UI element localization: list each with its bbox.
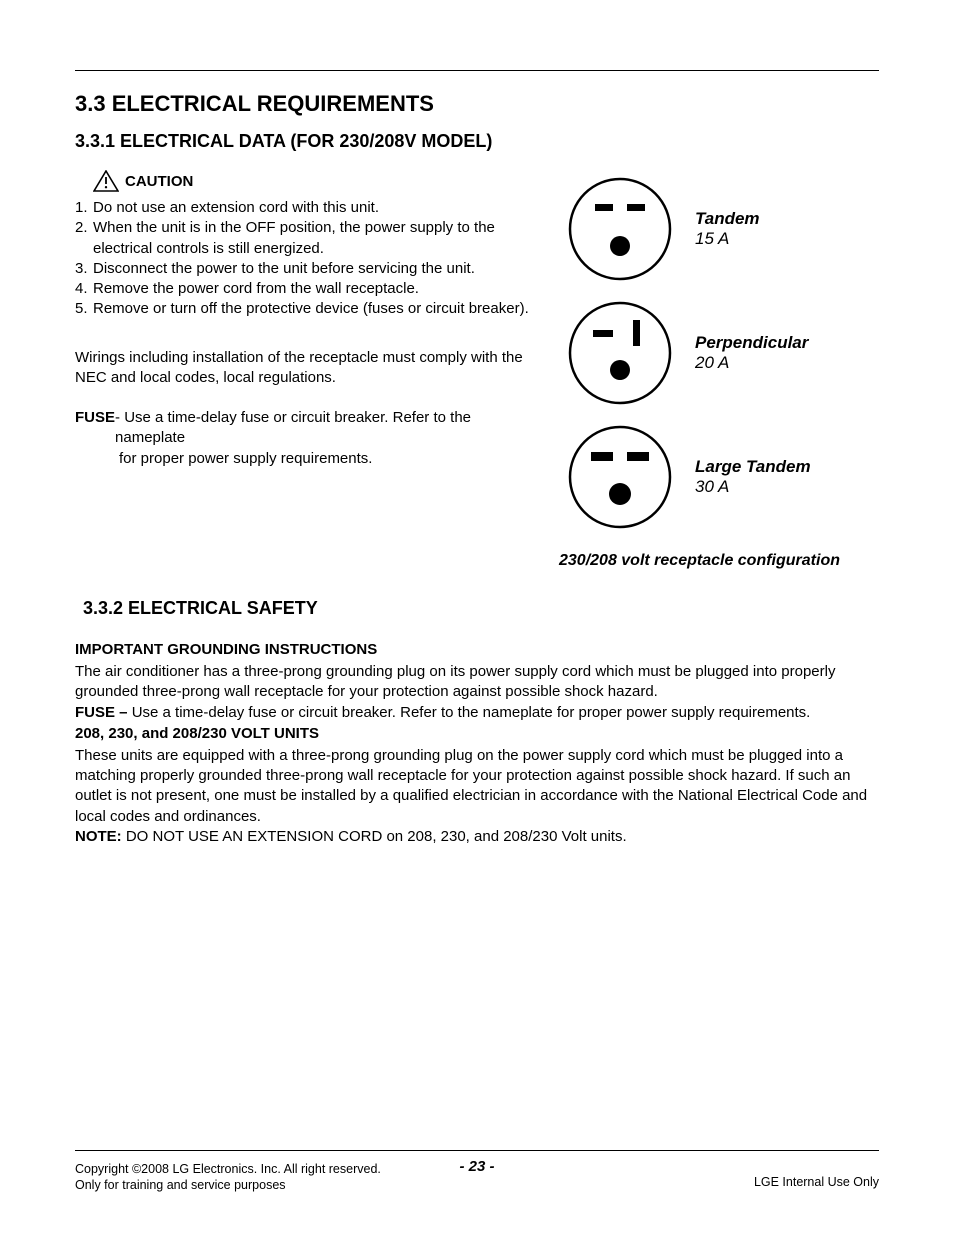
receptacle-icon-perpendicular bbox=[565, 298, 675, 408]
section-3-3-2: 3.3.2 ELECTRICAL SAFETY IMPORTANT GROUND… bbox=[75, 598, 879, 847]
footer-row: Copyright ©2008 LG Electronics. Inc. All… bbox=[75, 1161, 879, 1194]
receptacle-name: Tandem bbox=[695, 209, 760, 229]
list-num: 3. bbox=[75, 259, 93, 279]
receptacle-large-tandem: Large Tandem 30 A bbox=[565, 422, 879, 532]
copyright-line-2: Only for training and service purposes bbox=[75, 1177, 381, 1193]
page-content: 3.3 ELECTRICAL REQUIREMENTS 3.3.1 ELECTR… bbox=[0, 0, 954, 847]
fuse-text-2: for proper power supply requirements. bbox=[119, 449, 372, 469]
fuse-text-1: - Use a time-delay fuse or circuit break… bbox=[115, 408, 545, 449]
footer-right-text: LGE Internal Use Only bbox=[754, 1161, 879, 1189]
page-number: - 23 - bbox=[459, 1158, 494, 1175]
caution-item: 5.Remove or turn off the protective devi… bbox=[75, 299, 545, 319]
receptacle-caption: 230/208 volt receptacle configuration bbox=[559, 552, 879, 570]
footer-copyright: Copyright ©2008 LG Electronics. Inc. All… bbox=[75, 1161, 381, 1194]
receptacle-tandem: Tandem 15 A bbox=[565, 174, 879, 284]
caution-item: 2.When the unit is in the OFF position, … bbox=[75, 218, 545, 259]
caution-item: 1.Do not use an extension cord with this… bbox=[75, 198, 545, 218]
list-num: 4. bbox=[75, 279, 93, 299]
page-footer: Copyright ©2008 LG Electronics. Inc. All… bbox=[75, 1150, 879, 1194]
volt-units-body: These units are equipped with a three-pr… bbox=[75, 746, 879, 827]
list-num: 1. bbox=[75, 198, 93, 218]
right-column: Tandem 15 A Perpendicular 20 A bbox=[565, 170, 879, 570]
top-rule bbox=[75, 70, 879, 71]
caution-label: CAUTION bbox=[125, 173, 193, 190]
heading-3-3-1: 3.3.1 ELECTRICAL DATA (FOR 230/208V MODE… bbox=[75, 131, 879, 152]
caution-item: 3.Disconnect the power to the unit befor… bbox=[75, 259, 545, 279]
receptacle-amps: 15 A bbox=[695, 229, 729, 248]
caution-header: CAUTION bbox=[93, 170, 545, 192]
receptacle-icon-tandem bbox=[565, 174, 675, 284]
receptacle-label: Perpendicular 20 A bbox=[695, 333, 808, 373]
heading-3-3: 3.3 ELECTRICAL REQUIREMENTS bbox=[75, 91, 879, 117]
grounding-title: IMPORTANT GROUNDING INSTRUCTIONS bbox=[75, 641, 879, 658]
caution-icon bbox=[93, 170, 119, 192]
caution-list: 1.Do not use an extension cord with this… bbox=[75, 198, 545, 320]
list-text: Remove the power cord from the wall rece… bbox=[93, 279, 545, 299]
receptacle-name: Large Tandem bbox=[695, 457, 811, 477]
receptacle-label: Tandem 15 A bbox=[695, 209, 760, 249]
fuse-label: FUSE bbox=[75, 408, 115, 449]
receptacle-perpendicular: Perpendicular 20 A bbox=[565, 298, 879, 408]
note-text: DO NOT USE AN EXTENSION CORD on 208, 230… bbox=[126, 828, 627, 845]
copyright-line-1: Copyright ©2008 LG Electronics. Inc. All… bbox=[75, 1161, 381, 1177]
left-column: CAUTION 1.Do not use an extension cord w… bbox=[75, 170, 545, 570]
receptacle-name: Perpendicular bbox=[695, 333, 808, 353]
fuse2-text: Use a time-delay fuse or circuit breaker… bbox=[132, 704, 811, 721]
receptacle-label: Large Tandem 30 A bbox=[695, 457, 811, 497]
note-label: NOTE: bbox=[75, 828, 126, 845]
list-num: 2. bbox=[75, 218, 93, 259]
list-num: 5. bbox=[75, 299, 93, 319]
caution-item: 4.Remove the power cord from the wall re… bbox=[75, 279, 545, 299]
two-column-layout: CAUTION 1.Do not use an extension cord w… bbox=[75, 170, 879, 570]
grounding-body: The air conditioner has a three-prong gr… bbox=[75, 662, 879, 703]
list-text: When the unit is in the OFF position, th… bbox=[93, 218, 545, 259]
wirings-paragraph: Wirings including installation of the re… bbox=[75, 348, 545, 389]
footer-rule bbox=[75, 1150, 879, 1151]
fuse-paragraph: FUSE- Use a time-delay fuse or circuit b… bbox=[75, 408, 545, 469]
receptacle-amps: 30 A bbox=[695, 477, 729, 496]
fuse2-line: FUSE – Use a time-delay fuse or circuit … bbox=[75, 703, 879, 723]
volt-units-title: 208, 230, and 208/230 VOLT UNITS bbox=[75, 725, 879, 742]
list-text: Remove or turn off the protective device… bbox=[93, 299, 545, 319]
receptacle-icon-large-tandem bbox=[565, 422, 675, 532]
heading-3-3-2: 3.3.2 ELECTRICAL SAFETY bbox=[83, 598, 879, 619]
list-text: Do not use an extension cord with this u… bbox=[93, 198, 545, 218]
fuse2-label: FUSE – bbox=[75, 704, 132, 721]
list-text: Disconnect the power to the unit before … bbox=[93, 259, 545, 279]
receptacle-amps: 20 A bbox=[695, 353, 729, 372]
note-line: NOTE: DO NOT USE AN EXTENSION CORD on 20… bbox=[75, 827, 879, 847]
